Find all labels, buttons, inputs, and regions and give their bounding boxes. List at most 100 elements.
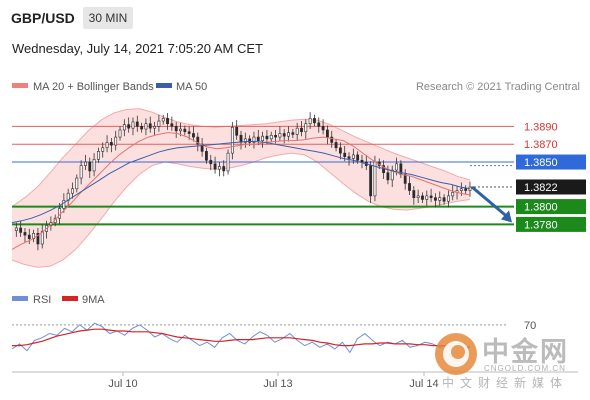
candle: [438, 191, 442, 206]
candle: [347, 152, 351, 166]
price-label-1.3780: 1.3780: [516, 216, 586, 232]
candle: [226, 149, 230, 175]
legend-swatch-9ma: [62, 296, 78, 301]
candle: [71, 182, 74, 199]
candle: [183, 125, 187, 136]
candle: [97, 147, 100, 163]
candle: [412, 186, 416, 205]
candle: [14, 222, 18, 237]
candle: [217, 162, 221, 177]
candle: [256, 129, 260, 146]
svg-text:1.3822: 1.3822: [524, 182, 558, 194]
forecast-arrow-icon: [471, 185, 509, 219]
candle: [144, 118, 148, 136]
price-plot: 1.3890 1.3870 1.3850 1.3822 1.3800 1.3780: [11, 108, 586, 268]
chart-credit: Research © 2021 Trading Central: [416, 81, 580, 93]
candle: [446, 190, 450, 208]
timestamp: Wednesday, July 14, 2021 7:05:20 AM CET: [12, 41, 263, 56]
main-legend: MA 20 + Bollinger Bands MA 50: [12, 81, 207, 93]
candle: [92, 153, 96, 177]
candle: [196, 132, 200, 152]
candle: [338, 142, 342, 160]
symbol-label: GBP/USD: [11, 10, 75, 26]
candle: [351, 148, 355, 164]
timeframe-badge[interactable]: 30 MIN: [83, 7, 133, 29]
candle: [287, 126, 290, 142]
legend-swatch-ma50: [156, 83, 172, 88]
candle: [153, 121, 156, 136]
chart-header: GBP/USD 30 MIN: [0, 0, 590, 34]
candle: [205, 147, 208, 164]
candle: [179, 122, 182, 137]
legend-label-rsi: RSI: [33, 294, 51, 306]
candle: [425, 190, 429, 206]
candle: [429, 188, 433, 203]
candle: [170, 116, 174, 131]
candle: [222, 160, 226, 177]
rsi-level-label: 70: [524, 320, 536, 332]
candle: [403, 169, 407, 190]
candle: [23, 227, 27, 243]
x-tick-label: Jul 13: [263, 378, 292, 390]
candle: [135, 115, 139, 132]
candle: [252, 131, 256, 149]
svg-text:1.3780: 1.3780: [524, 219, 558, 231]
candle: [313, 114, 316, 127]
candle: [261, 131, 265, 148]
candle: [40, 224, 44, 249]
candle: [295, 122, 299, 141]
candle: [174, 121, 178, 138]
candle: [326, 125, 329, 145]
x-tick-label: Jul 10: [108, 378, 137, 390]
candle: [269, 131, 273, 143]
candle: [75, 174, 79, 193]
candle: [451, 185, 455, 201]
candle: [192, 126, 195, 142]
candle: [148, 116, 152, 133]
candle: [105, 135, 109, 153]
rsi-line: [11, 322, 471, 354]
x-axis: Jul 10 Jul 13 Jul 14: [12, 371, 578, 390]
candle: [464, 185, 468, 195]
candle: [122, 119, 126, 137]
price-label-1.3850: 1.3850: [516, 154, 586, 170]
candle: [278, 126, 282, 142]
svg-text:1.3890: 1.3890: [524, 121, 558, 133]
candle: [157, 114, 161, 132]
candle: [330, 130, 334, 148]
candle: [360, 154, 364, 169]
candle: [79, 160, 83, 185]
candle: [109, 137, 113, 153]
candle: [19, 220, 23, 237]
candle: [27, 228, 31, 245]
candle: [408, 176, 411, 195]
watermark-logo-icon: [435, 333, 477, 375]
svg-text:1.3850: 1.3850: [524, 157, 558, 169]
candle: [101, 142, 105, 158]
candle: [235, 120, 239, 140]
candle: [230, 121, 234, 160]
candle: [213, 156, 217, 174]
ma50-line: [11, 141, 471, 224]
candle: [291, 129, 295, 138]
candle: [161, 114, 165, 125]
candle: [304, 119, 308, 139]
watermark-brand: 中金网: [482, 337, 569, 367]
candle: [434, 193, 437, 208]
legend-swatch-ma20: [12, 83, 28, 88]
legend-label-ma20: MA 20 + Bollinger Bands: [33, 81, 154, 93]
watermark-subtitle: 中文财经新媒体: [442, 376, 569, 390]
svg-text:1.3800: 1.3800: [524, 202, 558, 214]
candle: [127, 117, 131, 133]
candle: [390, 165, 394, 187]
legend-swatch-rsi: [12, 296, 28, 301]
candle: [88, 157, 92, 179]
candle: [209, 154, 213, 171]
candle: [36, 227, 40, 251]
x-tick-label: Jul 14: [409, 378, 438, 390]
price-label-1.3800: 1.3800: [516, 199, 586, 215]
candle: [308, 112, 312, 130]
candle: [84, 154, 87, 171]
candle: [140, 122, 144, 133]
